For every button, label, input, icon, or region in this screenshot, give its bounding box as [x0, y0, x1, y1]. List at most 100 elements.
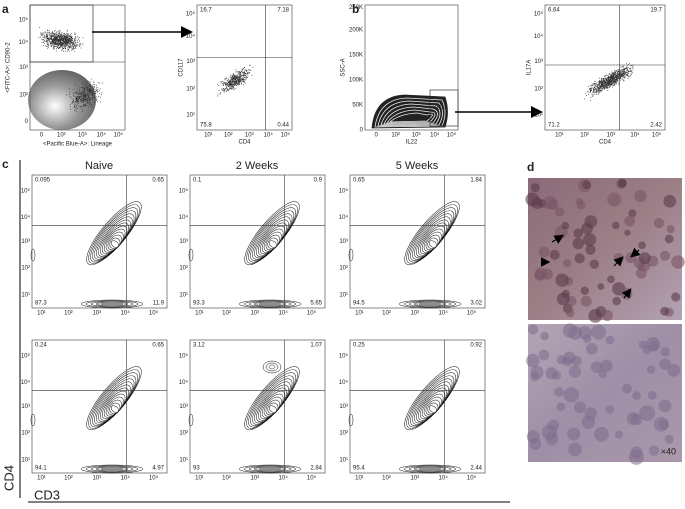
- event-dot: [242, 72, 243, 73]
- contour-line: [189, 249, 193, 261]
- event-dot: [66, 33, 67, 34]
- event-dot: [614, 81, 615, 82]
- event-dot: [89, 85, 90, 86]
- event-dot: [46, 40, 47, 41]
- event-dot: [79, 98, 80, 99]
- event-dot: [249, 72, 250, 73]
- event-dot: [63, 35, 64, 36]
- event-dot: [604, 86, 605, 87]
- event-dot: [241, 76, 242, 77]
- event-dot: [229, 85, 230, 86]
- cell: [526, 354, 539, 367]
- event-dot: [238, 72, 239, 73]
- event-dot: [247, 77, 248, 78]
- event-dot: [222, 83, 223, 84]
- event-dot: [86, 87, 87, 88]
- event-dot: [235, 83, 236, 84]
- event-dot: [92, 92, 93, 93]
- x-tick-label: 10⁵: [114, 132, 124, 139]
- event-dot: [70, 42, 71, 43]
- event-dot: [624, 69, 625, 70]
- x-tick-label: 10³: [412, 133, 421, 139]
- contour-line: [269, 365, 275, 369]
- event-dot: [616, 73, 617, 74]
- event-dot: [74, 45, 75, 46]
- event-dot: [82, 87, 83, 88]
- x-tick-label: 10¹: [355, 311, 364, 317]
- y-tick-label: 10⁵: [339, 188, 349, 195]
- event-dot: [596, 94, 597, 95]
- contour-line: [86, 370, 142, 431]
- event-dot: [47, 37, 48, 38]
- cell: [581, 287, 589, 295]
- event-dot: [611, 75, 612, 76]
- event-dot: [616, 83, 617, 84]
- event-dot: [231, 84, 232, 85]
- event-dot: [234, 82, 235, 83]
- event-dot: [606, 82, 607, 83]
- event-dot: [54, 40, 55, 41]
- event-dot: [44, 43, 45, 44]
- event-dot: [56, 50, 57, 51]
- event-dot: [631, 71, 632, 72]
- event-dot: [621, 75, 622, 76]
- event-dot: [55, 40, 56, 41]
- event-dot: [100, 102, 101, 103]
- events: [39, 27, 84, 52]
- event-dot: [49, 38, 50, 39]
- x-tick-label: 10³: [607, 133, 616, 139]
- event-dot: [620, 70, 621, 71]
- event-dot: [239, 79, 240, 80]
- event-dot: [54, 42, 55, 43]
- event-dot: [622, 66, 623, 67]
- event-dot: [50, 33, 51, 34]
- event-dot: [599, 93, 600, 94]
- event-dot: [238, 79, 239, 80]
- y-tick-label: 10⁴: [339, 214, 349, 221]
- y-axis-label: CD4: [1, 465, 16, 491]
- event-dot: [94, 93, 95, 94]
- event-dot: [225, 79, 226, 80]
- event-dot: [73, 93, 74, 94]
- cell: [660, 251, 670, 261]
- event-dot: [74, 93, 75, 94]
- event-dot: [58, 35, 59, 36]
- event-dot: [70, 45, 71, 46]
- event-dot: [90, 90, 91, 91]
- contour-line: [96, 219, 134, 260]
- event-dot: [89, 88, 90, 89]
- event-dot: [253, 67, 254, 68]
- event-dot: [225, 88, 226, 89]
- event-dot: [101, 92, 102, 93]
- event-dot: [97, 87, 98, 88]
- event-dot: [623, 77, 624, 78]
- event-dot: [71, 50, 72, 51]
- event-dot: [62, 47, 63, 48]
- event-dot: [66, 95, 67, 96]
- event-dot: [606, 86, 607, 87]
- contour-line: [91, 377, 138, 428]
- contour-line: [409, 212, 456, 263]
- event-dot: [90, 100, 91, 101]
- cell: [659, 400, 672, 413]
- event-dot: [83, 87, 84, 88]
- event-dot: [252, 75, 253, 76]
- event-dot: [605, 84, 606, 85]
- x-tick-label: 10⁴: [121, 475, 131, 482]
- event-dot: [604, 76, 605, 77]
- event-dot: [226, 86, 227, 87]
- event-dot: [46, 36, 47, 37]
- event-dot: [84, 90, 85, 91]
- event-dot: [64, 46, 65, 47]
- cell: [612, 222, 620, 230]
- event-dot: [75, 38, 76, 39]
- event-dot: [232, 80, 233, 81]
- event-dot: [80, 44, 81, 45]
- event-dot: [601, 78, 602, 79]
- event-dot: [242, 69, 243, 70]
- event-dot: [96, 89, 97, 90]
- event-dot: [63, 41, 64, 42]
- event-dot: [86, 105, 87, 106]
- event-dot: [239, 73, 240, 74]
- cell: [528, 324, 538, 334]
